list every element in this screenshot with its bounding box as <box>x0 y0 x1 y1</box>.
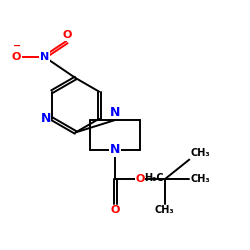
Text: H₃C: H₃C <box>144 173 163 183</box>
Text: N: N <box>110 106 120 119</box>
Text: CH₃: CH₃ <box>190 148 210 158</box>
Text: O: O <box>12 52 21 62</box>
Text: O: O <box>110 205 120 215</box>
Text: N: N <box>40 52 49 62</box>
Text: O: O <box>62 30 72 40</box>
Text: N: N <box>110 143 120 156</box>
Text: N: N <box>40 112 51 125</box>
Text: CH₃: CH₃ <box>190 174 210 184</box>
Text: CH₃: CH₃ <box>155 205 174 215</box>
Text: −: − <box>13 41 21 51</box>
Text: O: O <box>135 174 144 184</box>
